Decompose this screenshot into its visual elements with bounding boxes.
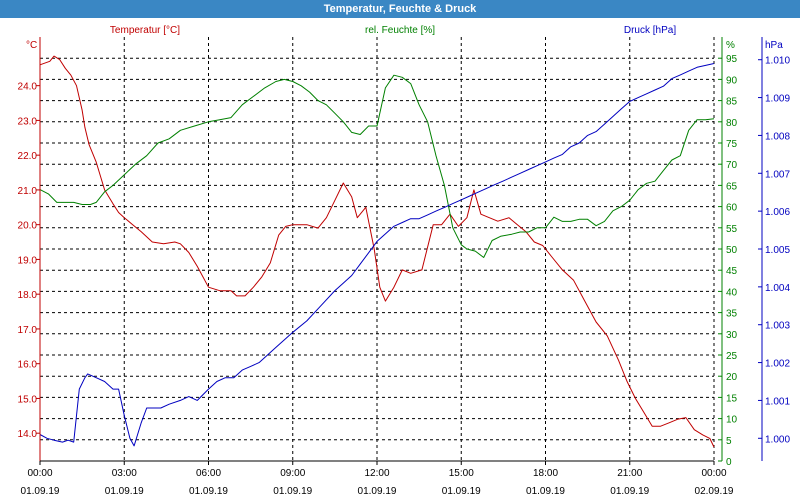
- temperature-tick-label: 23.0: [18, 116, 38, 127]
- pressure-tick-label: 1.003: [765, 321, 790, 332]
- series-line-temperature: [39, 55, 715, 448]
- axes: 00:00 01.09.19 03:00 01.09.19 06:00 01.09.19 0…: [18, 37, 790, 497]
- pressure-tick-label: 1.006: [765, 207, 790, 218]
- x-tick-label-time: 18:00: [533, 468, 558, 479]
- temperature-tick-label: 18.0: [18, 290, 38, 301]
- x-tick-label-date: 01.09.19: [358, 486, 397, 497]
- axis-labels: Temperatur [°C] rel. Feuchte [%] Druck […: [26, 25, 783, 51]
- pressure-tick-label: 1.008: [765, 131, 790, 142]
- humidity-tick-label: 55: [726, 224, 738, 235]
- grid: [39, 37, 715, 461]
- x-tick-label-time: 09:00: [280, 468, 305, 479]
- temperature-tick-label: 14.0: [18, 429, 38, 440]
- x-tick-label-date: 01.09.19: [442, 486, 481, 497]
- x-tick-label-time: 00:00: [27, 468, 52, 479]
- temperature-tick-label: 22.0: [18, 151, 38, 162]
- humidity-tick-label: 45: [726, 266, 738, 277]
- x-tick-label-time: 12:00: [364, 468, 389, 479]
- pressure-tick-label: 1.007: [765, 169, 790, 180]
- humidity-tick-label: 25: [726, 351, 738, 362]
- humidity-tick-label: 50: [726, 245, 738, 256]
- x-tick-label-date: 01.09.19: [105, 486, 144, 497]
- x-tick-label-date: 01.09.19: [21, 486, 60, 497]
- humidity-tick-label: 0: [726, 457, 732, 468]
- humidity-unit: %: [726, 40, 735, 51]
- pressure-tick-label: 1.002: [765, 359, 790, 370]
- pressure-tick-label: 1.010: [765, 56, 790, 67]
- pressure-tick-label: 1.000: [765, 434, 790, 445]
- temperature-tick-label: 16.0: [18, 360, 38, 371]
- pressure-tick-label: 1.004: [765, 283, 790, 294]
- x-tick-label-date: 01.09.19: [189, 486, 228, 497]
- pressure-unit: hPa: [765, 40, 783, 51]
- temperature-unit: °C: [26, 40, 37, 51]
- humidity-tick-label: 90: [726, 75, 738, 86]
- temperature-tick-label: 15.0: [18, 394, 38, 405]
- window-title: Temperatur, Feuchte & Druck: [0, 0, 800, 18]
- humidity-tick-label: 60: [726, 203, 738, 214]
- humidity-tick-label: 15: [726, 393, 738, 404]
- humidity-tick-label: 70: [726, 160, 738, 171]
- humidity-tick-label: 30: [726, 330, 738, 341]
- pressure-tick-label: 1.001: [765, 396, 790, 407]
- temperature-tick-label: 17.0: [18, 325, 38, 336]
- series-line-pressure: [39, 63, 715, 447]
- x-tick-label-time: 21:00: [617, 468, 642, 479]
- pressure-tick-label: 1.005: [765, 245, 790, 256]
- x-tick-label-time: 15:00: [449, 468, 474, 479]
- temperature-axis-label: Temperatur [°C]: [110, 25, 180, 36]
- humidity-tick-label: 65: [726, 181, 738, 192]
- humidity-tick-label: 20: [726, 372, 738, 383]
- x-tick-label-date: 01.09.19: [273, 486, 312, 497]
- x-tick-label-time: 00:00: [701, 468, 726, 479]
- humidity-tick-label: 80: [726, 118, 738, 129]
- temperature-tick-label: 20.0: [18, 221, 38, 232]
- series-line-humidity: [39, 74, 715, 258]
- x-tick-label-date: 02.09.19: [695, 486, 734, 497]
- humidity-tick-label: 75: [726, 139, 738, 150]
- x-tick-label-date: 01.09.19: [526, 486, 565, 497]
- humidity-axis-label: rel. Feuchte [%]: [365, 25, 435, 36]
- series-group: [39, 55, 715, 448]
- temperature-tick-label: 19.0: [18, 255, 38, 266]
- humidity-tick-label: 5: [726, 436, 732, 447]
- x-tick-label-time: 06:00: [196, 468, 221, 479]
- humidity-tick-label: 40: [726, 287, 738, 298]
- temperature-tick-label: 24.0: [18, 82, 38, 93]
- humidity-tick-label: 85: [726, 97, 738, 108]
- x-tick-label-time: 03:00: [112, 468, 137, 479]
- pressure-tick-label: 1.009: [765, 94, 790, 105]
- humidity-tick-label: 10: [726, 415, 738, 426]
- humidity-tick-label: 95: [726, 54, 738, 65]
- humidity-tick-label: 35: [726, 309, 738, 320]
- x-tick-label-date: 01.09.19: [610, 486, 649, 497]
- temperature-tick-label: 21.0: [18, 186, 38, 197]
- pressure-axis-label: Druck [hPa]: [624, 25, 676, 36]
